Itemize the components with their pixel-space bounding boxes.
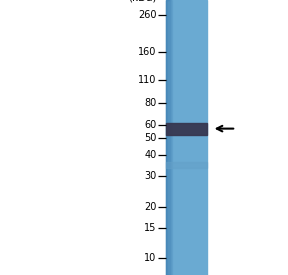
- Text: 60: 60: [144, 120, 156, 130]
- Bar: [166, 0, 171, 275]
- Bar: [166, 0, 168, 275]
- Text: 160: 160: [138, 47, 156, 57]
- Text: 110: 110: [138, 75, 156, 85]
- Bar: [166, 0, 170, 275]
- Bar: [166, 0, 170, 275]
- Text: (kDa): (kDa): [128, 0, 156, 2]
- Text: 40: 40: [144, 150, 156, 160]
- Bar: [166, 0, 172, 275]
- Bar: [166, 0, 169, 275]
- Text: 15: 15: [144, 223, 156, 233]
- Bar: [166, 123, 207, 135]
- Text: 20: 20: [144, 202, 156, 212]
- Bar: [166, 162, 207, 168]
- Text: 50: 50: [144, 133, 156, 143]
- Text: 30: 30: [144, 172, 156, 182]
- Bar: [166, 0, 207, 275]
- Text: 80: 80: [144, 98, 156, 108]
- Text: 10: 10: [144, 253, 156, 263]
- Bar: [166, 0, 167, 275]
- Text: 260: 260: [138, 10, 156, 20]
